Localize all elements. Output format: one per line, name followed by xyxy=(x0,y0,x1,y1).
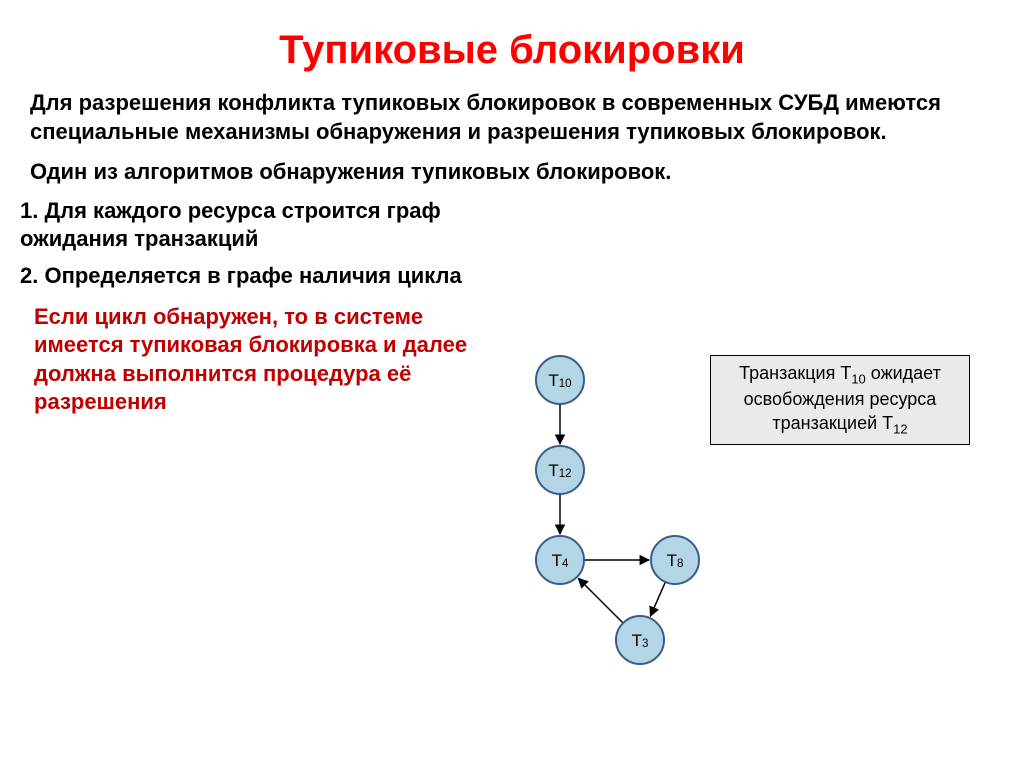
wait-graph: T10T12T4T8T3 xyxy=(500,350,760,680)
page-title: Тупиковые блокировки xyxy=(0,0,1024,83)
info-sub: 12 xyxy=(893,421,907,436)
info-text: ожидает xyxy=(866,363,941,383)
paragraph-algo: Один из алгоритмов обнаружения тупиковых… xyxy=(0,152,1024,193)
info-text: T xyxy=(882,413,893,433)
info-sub: 10 xyxy=(851,372,865,387)
conclusion-text: Если цикл обнаружен, то в системе имеетс… xyxy=(20,295,500,421)
step-1: 1. Для каждого ресурса строится граф ожи… xyxy=(20,193,500,258)
step-2: 2. Определяется в графе наличия цикла xyxy=(20,258,500,295)
info-text: T xyxy=(840,363,851,383)
paragraph-intro: Для разрешения конфликта тупиковых блоки… xyxy=(0,83,1024,152)
graph-container: T10T12T4T8T3 xyxy=(500,350,760,685)
info-text: транзакцией xyxy=(772,413,882,433)
graph-edge xyxy=(578,578,623,623)
left-column: 1. Для каждого ресурса строится граф ожи… xyxy=(20,193,500,421)
graph-edge xyxy=(650,582,665,616)
